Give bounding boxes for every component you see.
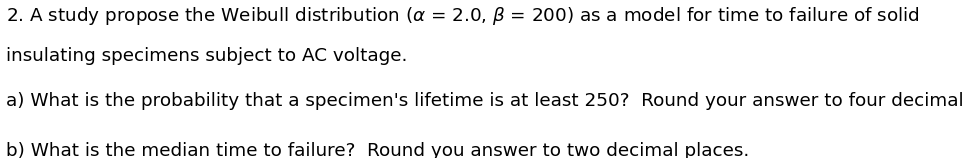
Text: a) What is the probability that a specimen's lifetime is at least 250?  Round yo: a) What is the probability that a specim… (6, 92, 968, 110)
Text: insulating specimens subject to AC voltage.: insulating specimens subject to AC volta… (6, 47, 408, 65)
Text: b) What is the median time to failure?  Round you answer to two decimal places.: b) What is the median time to failure? R… (6, 142, 749, 158)
Text: 2. A study propose the Weibull distribution ($\alpha$ = 2.0, $\beta$ = 200) as a: 2. A study propose the Weibull distribut… (6, 5, 920, 27)
